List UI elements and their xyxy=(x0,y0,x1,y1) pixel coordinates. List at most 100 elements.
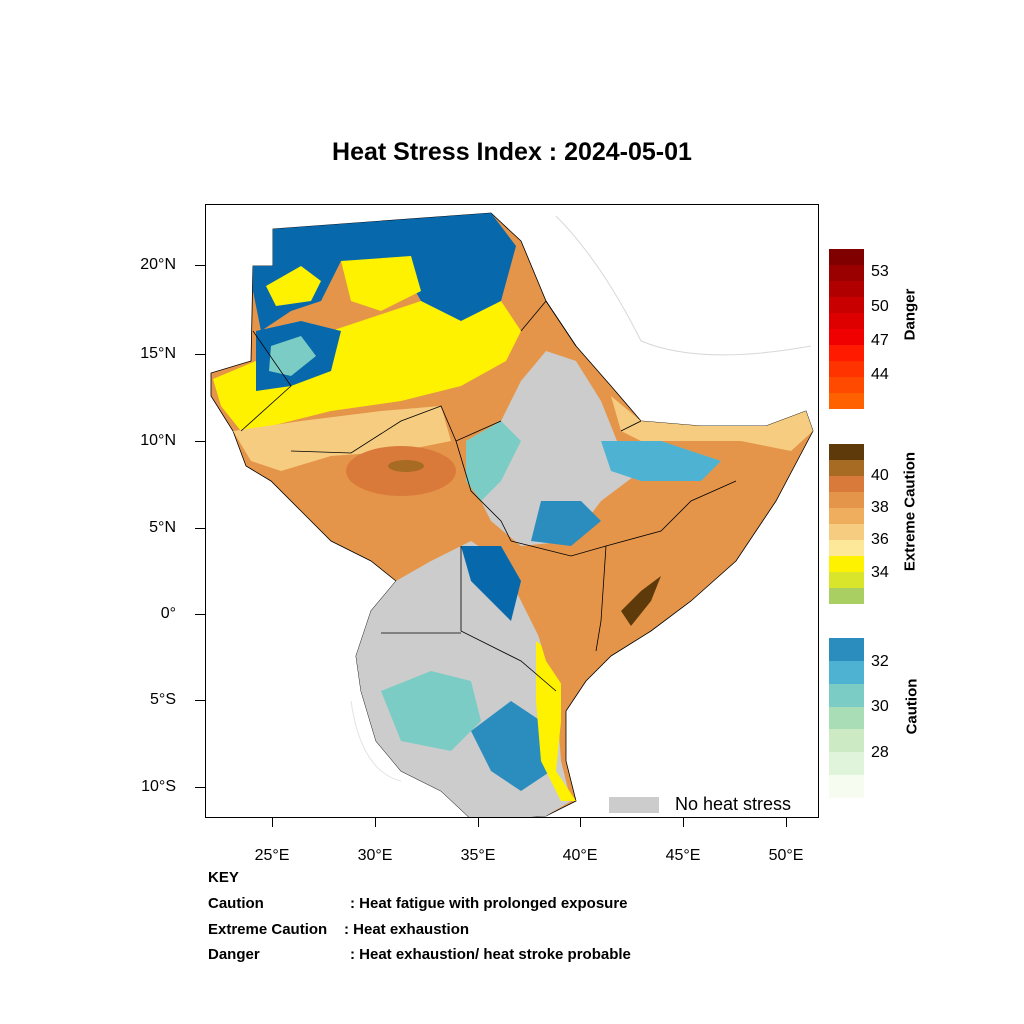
x-tick xyxy=(786,818,787,827)
colorbar-swatch xyxy=(829,281,864,297)
colorbar-danger-title: Danger xyxy=(901,288,919,341)
region-ethiopia-caution xyxy=(466,421,521,501)
colorbar-extreme-title: Extreme Caution xyxy=(901,451,919,572)
arabia-coastline xyxy=(555,215,812,356)
map-panel: No heat stress xyxy=(205,204,819,818)
country-borders xyxy=(240,300,737,692)
x-label-40e: 40°E xyxy=(562,847,598,864)
legend-no-stress-swatch xyxy=(609,797,659,813)
y-tick xyxy=(195,441,205,442)
border xyxy=(455,440,512,542)
border xyxy=(620,420,642,432)
colorbar-danger-label: 44 xyxy=(871,366,889,383)
colorbar-extreme-label: 34 xyxy=(871,564,889,581)
colorbar-swatch xyxy=(829,393,864,409)
x-tick xyxy=(375,818,376,827)
border xyxy=(240,330,292,432)
colorbar-caution xyxy=(829,638,864,798)
y-tick xyxy=(195,528,205,529)
key-term: Extreme Caution xyxy=(208,921,328,938)
colorbar-swatch xyxy=(829,492,864,508)
y-tick xyxy=(195,354,205,355)
key-term: Danger xyxy=(208,946,260,963)
y-label-5s: 5°S xyxy=(150,691,176,708)
region-horn-coast xyxy=(611,396,813,451)
colorbar-swatch xyxy=(829,638,864,661)
colorbar-swatch xyxy=(829,775,864,798)
region-north-yellow-patch xyxy=(266,266,321,306)
heat-stress-map xyxy=(210,212,814,817)
region-ethiopia-highlands xyxy=(466,351,641,546)
colorbar-swatch xyxy=(829,752,864,776)
map-title: Heat Stress Index : 2024-05-01 xyxy=(332,138,692,166)
y-tick xyxy=(195,787,205,788)
key-term: Caution xyxy=(208,895,264,912)
x-label-45e: 45°E xyxy=(665,847,701,864)
y-label-10s: 10°S xyxy=(141,778,176,795)
x-label-35e: 35°E xyxy=(460,847,496,864)
x-label-50e: 50°E xyxy=(768,847,804,864)
colorbar-swatch xyxy=(829,460,864,476)
colorbar-extreme-caution xyxy=(829,444,864,604)
region-sahel-yellow xyxy=(213,301,521,431)
colorbar-swatch xyxy=(829,660,864,684)
x-tick xyxy=(272,818,273,827)
border xyxy=(460,546,557,692)
colorbar-swatch xyxy=(829,706,864,730)
border xyxy=(290,405,502,454)
x-tick xyxy=(683,818,684,827)
x-tick xyxy=(580,818,581,827)
colorbar-danger-label: 47 xyxy=(871,332,889,349)
y-tick xyxy=(195,265,205,266)
y-label-0: 0° xyxy=(160,605,176,622)
colorbar-swatch xyxy=(829,329,864,345)
colorbar-caution-title: Caution xyxy=(903,678,921,735)
colorbar-swatch xyxy=(829,524,864,540)
colorbar-swatch xyxy=(829,249,864,265)
region-hotspot-core xyxy=(388,460,424,472)
region-tanzania-caution xyxy=(381,671,481,751)
colorbar-swatch xyxy=(829,265,864,281)
y-label-15n: 15°N xyxy=(140,345,176,362)
y-tick xyxy=(195,700,205,701)
region-ethiopia-caution xyxy=(601,441,721,481)
key-desc: : Heat fatigue with prolonged exposure xyxy=(350,895,628,912)
region-darfur-teal xyxy=(269,336,316,376)
region-north-yellow-patch xyxy=(341,256,421,311)
x-label-25e: 25°E xyxy=(254,847,290,864)
legend-no-stress-label: No heat stress xyxy=(675,794,792,814)
key-desc: : Heat exhaustion/ heat stroke probable xyxy=(350,946,631,963)
y-label-10n: 10°N xyxy=(140,432,176,449)
colorbar-swatch xyxy=(829,377,864,393)
colorbar-swatch xyxy=(829,476,864,492)
key-heading: KEY xyxy=(208,869,239,886)
x-label-30e: 30°E xyxy=(357,847,393,864)
region-sahel-light xyxy=(233,406,451,471)
colorbar-swatch xyxy=(829,297,864,313)
colorbar-caution-label: 28 xyxy=(871,744,889,761)
colorbar-extreme-label: 38 xyxy=(871,499,889,516)
colorbar-extreme-label: 36 xyxy=(871,531,889,548)
border xyxy=(520,300,577,347)
region-tanzania-blue xyxy=(471,701,551,791)
y-label-5n: 5°N xyxy=(149,519,176,536)
region-north-blue xyxy=(253,213,516,331)
colorbar-swatch xyxy=(829,540,864,556)
border xyxy=(510,480,737,557)
colorbar-swatch xyxy=(829,361,864,377)
colorbar-swatch xyxy=(829,729,864,753)
colorbar-swatch xyxy=(829,345,864,361)
region-somalia-hot xyxy=(621,576,661,626)
colorbar-swatch xyxy=(829,313,864,329)
x-tick xyxy=(478,818,479,827)
colorbar-swatch xyxy=(829,444,864,460)
region-ethiopia-caution xyxy=(531,501,601,546)
colorbar-caution-label: 30 xyxy=(871,698,889,715)
colorbar-danger xyxy=(829,249,864,409)
key-desc: : Heat exhaustion xyxy=(344,921,470,938)
region-lakes-blue xyxy=(461,546,521,621)
colorbar-extreme-label: 40 xyxy=(871,467,889,484)
colorbar-swatch xyxy=(829,588,864,604)
colorbar-swatch xyxy=(829,556,864,572)
colorbar-swatch xyxy=(829,572,864,588)
